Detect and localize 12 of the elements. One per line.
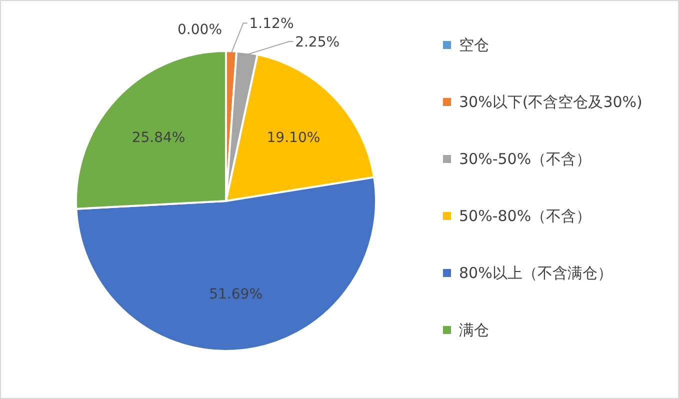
text: 0.00% — [178, 22, 222, 38]
legend-label: 80%以上（不含满仓） — [459, 264, 612, 282]
data-label: 1.12% — [249, 16, 294, 32]
data-label: 2.25% — [295, 34, 340, 50]
legend-label: 30%以下(不含空仓及30%) — [459, 93, 642, 111]
legend-label: 满仓 — [459, 321, 489, 339]
data-label: 25.84% — [132, 130, 186, 146]
legend-label: 空仓 — [459, 36, 489, 54]
legend-label: 30%-50%（不含） — [459, 150, 592, 168]
legend-label: 50%-80%（不含） — [459, 207, 592, 225]
data-label: 19.10% — [266, 130, 320, 146]
data-label: 51.69% — [209, 286, 263, 302]
